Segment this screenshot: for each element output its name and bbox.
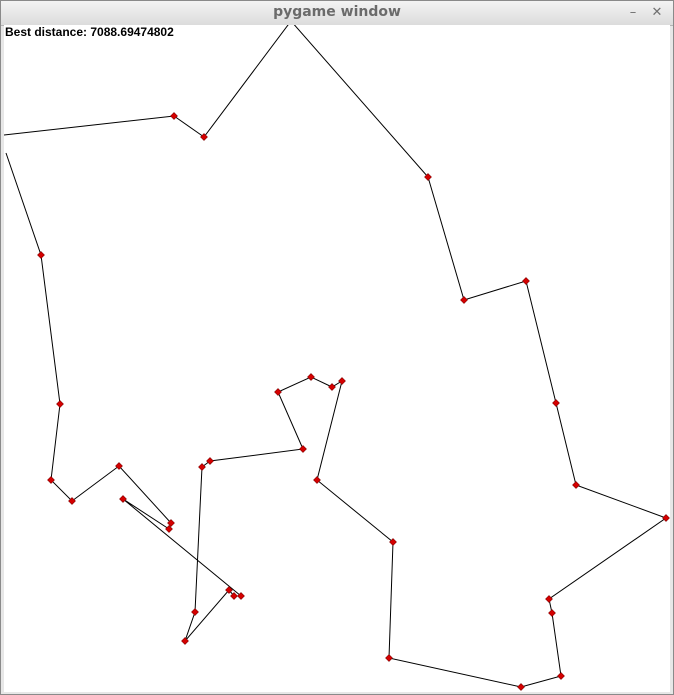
- minimize-icon[interactable]: –: [629, 5, 637, 20]
- city-marker: [37, 251, 45, 259]
- city-marker: [572, 481, 580, 489]
- best-distance-label: Best distance: 7088.69474802: [5, 25, 174, 39]
- city-marker: [198, 463, 206, 471]
- city-marker: [68, 497, 76, 505]
- city-marker: [206, 457, 214, 465]
- city-marker: [662, 514, 670, 522]
- city-marker: [274, 388, 282, 396]
- tour-route: [4, 25, 668, 688]
- city-marker: [307, 373, 315, 381]
- city-marker: [424, 173, 432, 181]
- city-marker: [313, 476, 321, 484]
- city-marker: [552, 399, 560, 407]
- city-marker: [165, 525, 173, 533]
- city-marker: [56, 400, 64, 408]
- city-marker: [557, 672, 565, 680]
- city-marker: [299, 445, 307, 453]
- city-marker: [237, 592, 245, 600]
- city-marker: [119, 495, 127, 503]
- city-marker: [460, 296, 468, 304]
- city-marker: [191, 608, 199, 616]
- close-icon[interactable]: ✕: [651, 5, 663, 20]
- city-marker: [47, 476, 55, 484]
- title-bar[interactable]: pygame window – ✕: [1, 1, 673, 26]
- city-marker: [181, 637, 189, 645]
- city-marker: [522, 277, 530, 285]
- city-marker: [545, 595, 553, 603]
- tour-plot: [4, 25, 670, 691]
- city-marker: [167, 519, 175, 527]
- city-marker: [548, 609, 556, 617]
- city-marker: [200, 133, 208, 141]
- city-marker: [170, 112, 178, 120]
- city-marker: [328, 383, 336, 391]
- city-marker: [225, 586, 233, 594]
- city-markers: [37, 112, 670, 691]
- city-marker: [230, 592, 238, 600]
- city-marker: [338, 377, 346, 385]
- city-marker: [517, 683, 525, 691]
- city-marker: [115, 462, 123, 470]
- window-title: pygame window: [273, 4, 401, 20]
- city-marker: [389, 538, 397, 546]
- city-marker: [385, 654, 393, 662]
- pygame-canvas: Best distance: 7088.69474802: [4, 25, 670, 692]
